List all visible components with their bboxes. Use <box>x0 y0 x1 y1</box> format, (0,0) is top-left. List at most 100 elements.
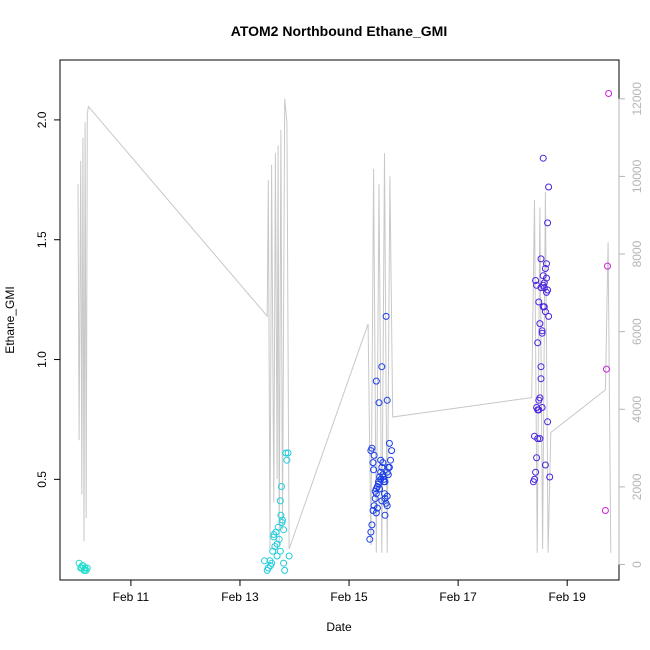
data-point <box>604 262 611 270</box>
x-tick-label: Feb 11 <box>113 590 150 604</box>
data-point <box>285 552 293 560</box>
y2-tick-label: 8000 <box>630 240 644 267</box>
data-point <box>376 485 384 493</box>
x-tick-label: Feb 19 <box>549 590 587 604</box>
data-point <box>276 497 284 505</box>
y-axis-label: Ethane_GMI <box>3 286 17 353</box>
data-point <box>375 399 383 407</box>
data-point <box>367 447 375 455</box>
altitude-line-layer <box>77 98 612 553</box>
data-point <box>543 260 550 268</box>
data-point <box>282 449 290 457</box>
data-point <box>545 312 553 320</box>
y2-tick-label: 4000 <box>630 396 644 423</box>
data-point <box>281 566 289 574</box>
data-point <box>384 463 392 471</box>
data-point <box>373 504 381 512</box>
data-point <box>277 483 285 490</box>
x-tick-label: Feb 17 <box>439 590 477 604</box>
data-point <box>370 466 378 474</box>
y-tick-label: 1.0 <box>35 351 49 368</box>
data-point <box>270 531 278 538</box>
data-point <box>533 281 541 289</box>
data-point <box>536 320 544 328</box>
data-point <box>539 272 547 280</box>
data-point <box>81 566 88 574</box>
data-point <box>271 543 279 550</box>
data-point <box>284 449 292 457</box>
data-point <box>535 396 543 404</box>
data-point <box>538 327 546 335</box>
x-tick-label: Feb 13 <box>221 590 259 604</box>
data-point <box>385 439 393 447</box>
data-point <box>279 516 286 524</box>
data-point <box>387 456 394 464</box>
data-point <box>382 312 390 320</box>
data-point <box>381 490 388 498</box>
data-point <box>388 447 396 455</box>
x-tick-label: Feb 15 <box>330 590 368 604</box>
data-point <box>544 219 552 227</box>
data-point <box>267 562 274 570</box>
x-axis: Feb 11 Feb 13 Feb 15 Feb 17 Feb 19 <box>113 579 587 604</box>
data-point <box>603 365 610 373</box>
data-point <box>377 456 385 464</box>
data-point <box>372 377 380 385</box>
data-point <box>534 339 542 347</box>
y2-tick-label: 0 <box>630 561 644 568</box>
data-point <box>381 511 389 519</box>
data-point <box>540 303 548 311</box>
y-tick-label: 0.5 <box>35 471 49 488</box>
data-point <box>366 535 374 543</box>
x-axis-label: Date <box>326 620 352 634</box>
data-point <box>273 540 281 548</box>
data-point <box>379 459 387 467</box>
data-point <box>280 526 288 534</box>
data-point <box>535 298 543 306</box>
y-tick-label: 2.0 <box>35 111 49 128</box>
data-point <box>283 456 291 464</box>
data-point <box>545 183 553 191</box>
data-point <box>536 435 544 443</box>
data-point <box>370 451 378 459</box>
altitude-line <box>77 98 612 553</box>
data-point <box>531 475 538 483</box>
data-point <box>280 559 288 567</box>
y-tick-label: 1.5 <box>35 231 49 248</box>
y2-tick-label: 10000 <box>630 159 644 193</box>
data-point <box>367 528 375 536</box>
data-point <box>378 497 386 505</box>
data-point <box>541 308 549 316</box>
data-point <box>277 511 285 519</box>
scatter-points-layer <box>75 90 613 574</box>
data-point <box>546 473 554 481</box>
chart-title: ATOM2 Northbound Ethane_GMI <box>231 23 447 39</box>
data-point <box>544 418 552 426</box>
data-point <box>372 509 380 517</box>
data-point <box>539 154 547 162</box>
data-point <box>541 461 549 469</box>
y2-tick-label: 6000 <box>630 318 644 345</box>
data-point <box>371 495 379 502</box>
data-point <box>537 255 545 263</box>
y2-tick-label: 2000 <box>630 473 644 500</box>
data-point <box>532 277 540 284</box>
data-point <box>601 507 609 514</box>
data-point <box>532 468 540 476</box>
data-point <box>538 404 546 411</box>
data-point <box>383 468 391 476</box>
data-point <box>264 564 272 572</box>
y2-tick-label: 12000 <box>630 82 644 116</box>
data-point <box>273 552 281 560</box>
data-point <box>537 363 545 371</box>
data-point <box>381 478 389 486</box>
y-axis-left: 0.5 1.0 1.5 2.0 <box>35 111 61 488</box>
data-point <box>537 375 545 383</box>
data-point <box>383 396 391 404</box>
data-point <box>544 286 552 294</box>
data-point <box>538 329 546 337</box>
data-point <box>605 90 613 97</box>
data-point <box>378 363 386 371</box>
data-point <box>541 265 549 272</box>
